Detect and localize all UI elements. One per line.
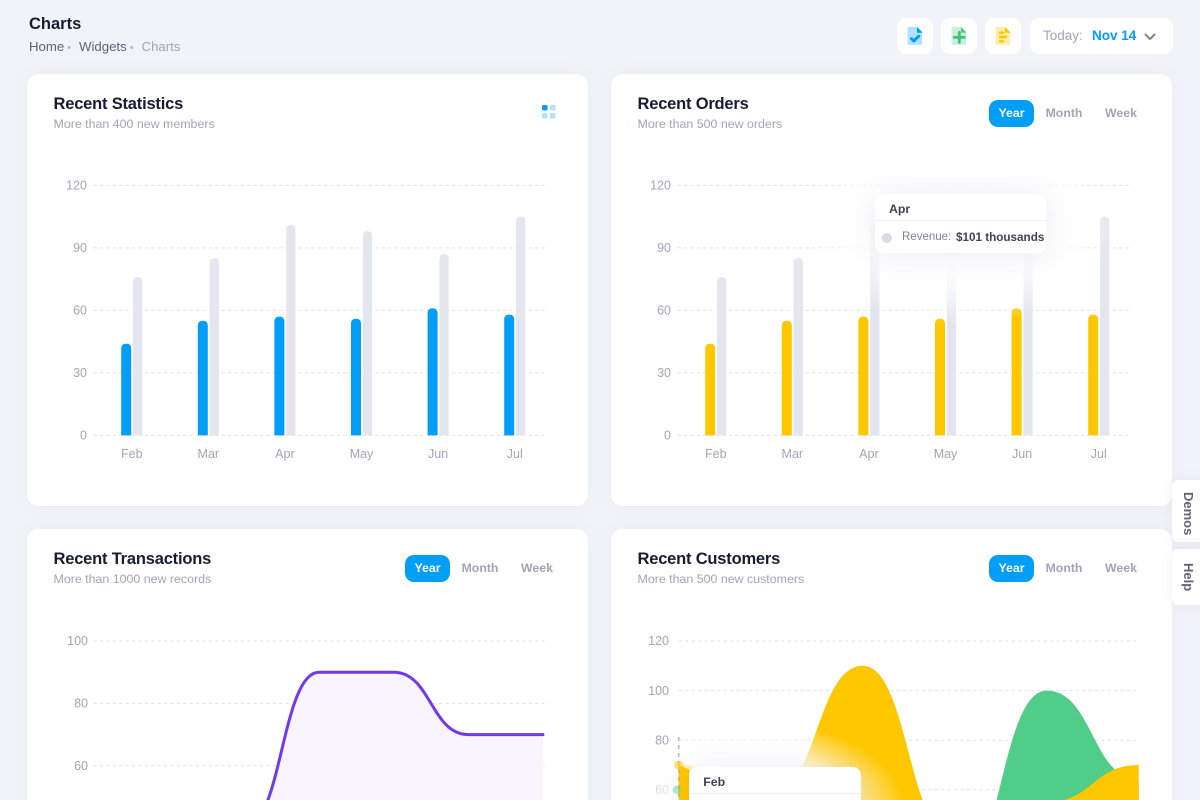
svg-text:Jun: Jun [428,447,448,461]
svg-text:120: 120 [66,179,87,193]
svg-text:90: 90 [73,241,87,255]
svg-text:80: 80 [74,697,88,711]
svg-text:30: 30 [657,366,671,380]
svg-text:Apr: Apr [859,447,878,461]
svg-text:0: 0 [664,429,671,443]
svg-text:Feb: Feb [705,447,727,461]
svg-text:90: 90 [657,241,671,255]
svg-text:120: 120 [648,634,669,648]
svg-text:60: 60 [657,304,671,318]
svg-text:Mar: Mar [198,447,220,461]
svg-text:30: 30 [73,366,87,380]
svg-text:Feb: Feb [121,447,143,461]
svg-text:Mar: Mar [782,447,804,461]
svg-text:100: 100 [67,634,88,648]
svg-text:0: 0 [80,429,87,443]
svg-text:Jul: Jul [507,447,523,461]
svg-text:60: 60 [73,304,87,318]
svg-text:60: 60 [74,759,88,773]
svg-text:Apr: Apr [275,447,294,461]
svg-text:100: 100 [648,684,669,698]
svg-text:Jun: Jun [1012,447,1032,461]
svg-text:Jul: Jul [1091,447,1107,461]
svg-text:May: May [350,447,374,461]
svg-text:120: 120 [650,179,671,193]
svg-text:May: May [934,447,958,461]
